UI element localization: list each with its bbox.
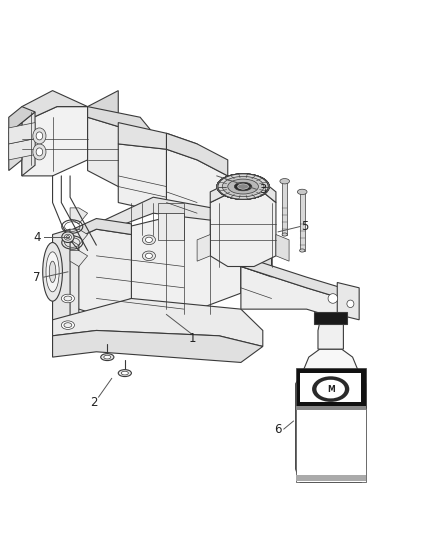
Polygon shape xyxy=(158,213,184,240)
Polygon shape xyxy=(166,149,228,224)
Polygon shape xyxy=(210,192,276,266)
Polygon shape xyxy=(300,192,305,251)
Polygon shape xyxy=(296,408,366,482)
Polygon shape xyxy=(210,181,276,203)
Polygon shape xyxy=(53,298,263,346)
Ellipse shape xyxy=(61,321,74,329)
Ellipse shape xyxy=(46,252,59,292)
Polygon shape xyxy=(296,475,366,481)
Ellipse shape xyxy=(121,371,128,375)
Polygon shape xyxy=(318,322,343,349)
Polygon shape xyxy=(88,107,166,149)
Polygon shape xyxy=(22,107,88,176)
Ellipse shape xyxy=(33,144,46,160)
Polygon shape xyxy=(88,117,166,203)
Polygon shape xyxy=(296,406,366,410)
Text: 3: 3 xyxy=(259,183,266,196)
Polygon shape xyxy=(88,91,118,160)
Polygon shape xyxy=(9,123,35,144)
Polygon shape xyxy=(276,235,289,261)
Ellipse shape xyxy=(217,174,269,199)
Text: 4: 4 xyxy=(33,231,41,244)
Text: 1: 1 xyxy=(189,332,197,345)
Ellipse shape xyxy=(280,179,290,184)
Ellipse shape xyxy=(104,355,111,359)
Polygon shape xyxy=(282,181,287,235)
Ellipse shape xyxy=(36,148,42,156)
Ellipse shape xyxy=(64,296,72,301)
Ellipse shape xyxy=(217,174,269,199)
Ellipse shape xyxy=(142,251,155,261)
Polygon shape xyxy=(70,208,88,224)
Polygon shape xyxy=(9,123,22,171)
Ellipse shape xyxy=(316,379,345,399)
Ellipse shape xyxy=(145,253,152,259)
Ellipse shape xyxy=(223,176,264,197)
Polygon shape xyxy=(296,368,366,408)
Polygon shape xyxy=(70,251,88,266)
Polygon shape xyxy=(296,349,366,482)
Polygon shape xyxy=(166,133,228,176)
Ellipse shape xyxy=(61,294,74,303)
Ellipse shape xyxy=(33,128,46,144)
Text: M: M xyxy=(327,385,335,393)
Polygon shape xyxy=(9,107,35,133)
Polygon shape xyxy=(241,224,272,304)
Ellipse shape xyxy=(49,261,56,282)
Ellipse shape xyxy=(300,249,305,252)
Ellipse shape xyxy=(142,235,155,245)
Ellipse shape xyxy=(234,182,252,191)
Polygon shape xyxy=(9,139,35,160)
Ellipse shape xyxy=(217,174,269,199)
Ellipse shape xyxy=(36,132,42,140)
Ellipse shape xyxy=(64,322,72,327)
Ellipse shape xyxy=(101,354,114,360)
Polygon shape xyxy=(61,219,131,245)
Polygon shape xyxy=(70,229,88,245)
Ellipse shape xyxy=(312,376,350,402)
Polygon shape xyxy=(22,112,35,176)
Ellipse shape xyxy=(62,232,74,243)
Polygon shape xyxy=(53,229,70,336)
Polygon shape xyxy=(96,213,241,314)
Ellipse shape xyxy=(118,370,131,376)
Text: 2: 2 xyxy=(90,396,98,409)
Polygon shape xyxy=(118,144,197,213)
Ellipse shape xyxy=(66,236,70,239)
Ellipse shape xyxy=(217,174,269,199)
Polygon shape xyxy=(197,235,210,261)
Ellipse shape xyxy=(297,189,307,195)
Polygon shape xyxy=(118,123,197,160)
Polygon shape xyxy=(337,282,359,320)
Text: 6: 6 xyxy=(274,423,282,435)
Polygon shape xyxy=(61,240,79,330)
Text: 5: 5 xyxy=(301,220,308,233)
Ellipse shape xyxy=(64,235,71,240)
Polygon shape xyxy=(53,330,263,362)
Polygon shape xyxy=(61,229,131,314)
Polygon shape xyxy=(241,266,342,320)
Polygon shape xyxy=(300,373,361,402)
Ellipse shape xyxy=(217,174,269,199)
Ellipse shape xyxy=(217,174,269,199)
Polygon shape xyxy=(96,197,241,235)
Ellipse shape xyxy=(218,174,268,199)
Polygon shape xyxy=(314,312,347,324)
Polygon shape xyxy=(158,203,184,213)
Ellipse shape xyxy=(328,294,338,303)
Ellipse shape xyxy=(42,243,62,301)
Ellipse shape xyxy=(238,184,249,189)
Ellipse shape xyxy=(347,300,354,308)
Ellipse shape xyxy=(145,237,152,243)
Polygon shape xyxy=(241,256,342,298)
Ellipse shape xyxy=(228,179,258,194)
Ellipse shape xyxy=(217,174,269,199)
Ellipse shape xyxy=(217,174,269,199)
Polygon shape xyxy=(22,91,88,123)
Text: 7: 7 xyxy=(33,271,41,284)
Ellipse shape xyxy=(282,233,287,236)
